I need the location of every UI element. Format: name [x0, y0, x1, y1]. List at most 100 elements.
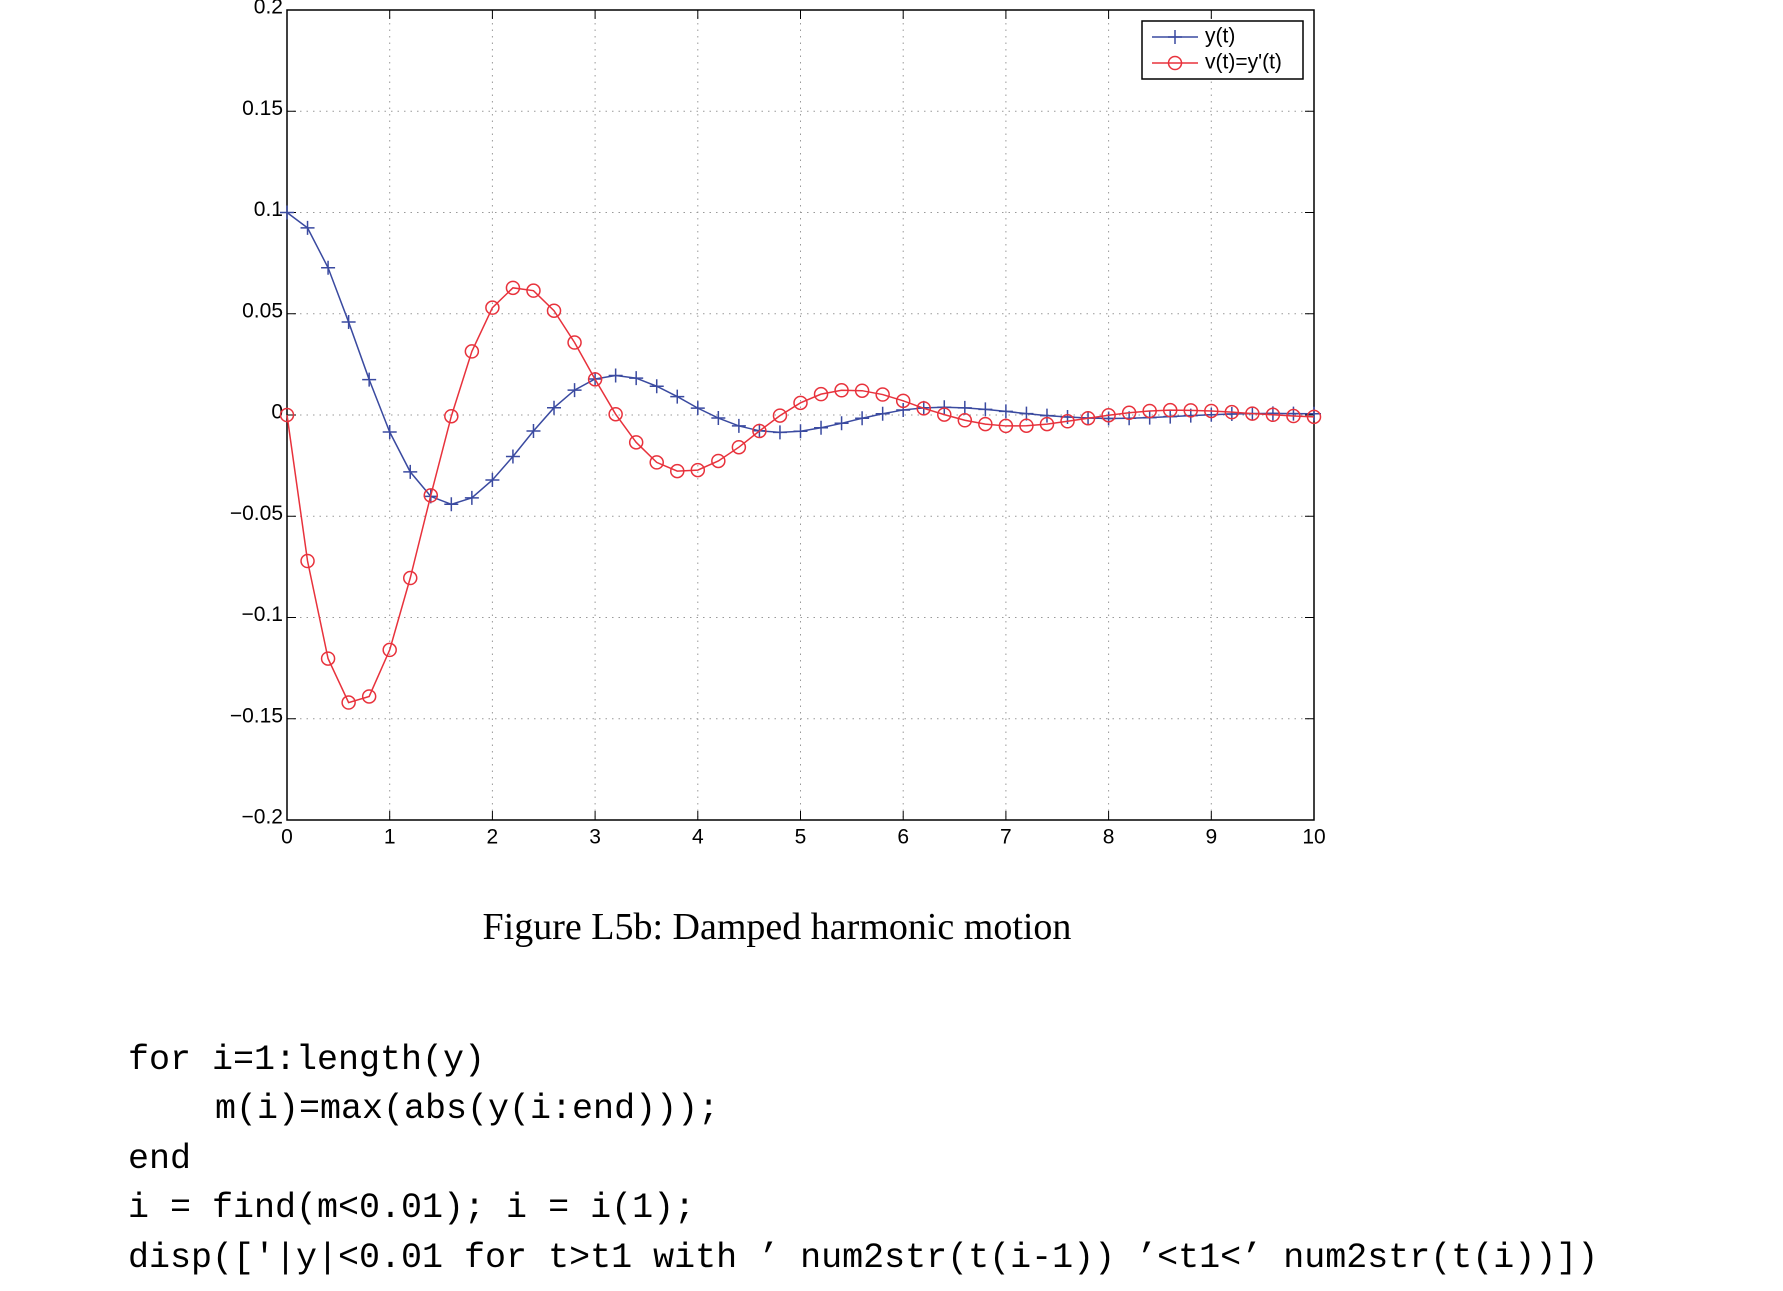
- data-point: [1101, 411, 1116, 426]
- code-line: disp(['|y|<0.01 for t>t1 with ’ num2str(…: [128, 1238, 1599, 1278]
- data-point: [279, 407, 295, 423]
- data-point: [711, 411, 726, 426]
- data-point: [670, 389, 685, 404]
- x-tick-label: 8: [1103, 826, 1115, 849]
- data-point: [1019, 418, 1034, 433]
- data-point: [444, 497, 459, 512]
- data-point: [608, 406, 623, 422]
- x-tick-label: 4: [692, 826, 704, 849]
- data-point: [608, 368, 623, 383]
- caption: Figure L5b: Damped harmonic motion: [482, 906, 1072, 948]
- data-point: [649, 379, 664, 394]
- data-point: [793, 395, 808, 411]
- y-tick-label: −0.1: [242, 603, 283, 626]
- y-tick-label: 0.1: [254, 198, 283, 221]
- x-tick-label: 5: [795, 826, 807, 849]
- x-tick-label: 1: [384, 826, 396, 849]
- data-point: [361, 689, 377, 704]
- data-point: [814, 420, 829, 435]
- data-point: [280, 205, 294, 220]
- data-point: [1286, 408, 1301, 424]
- data-point: [649, 455, 664, 470]
- data-point: [855, 411, 870, 426]
- data-point: [526, 283, 541, 298]
- legend-marker: [1168, 30, 1182, 44]
- data-point: [546, 303, 562, 318]
- legend-marker: [1167, 55, 1183, 71]
- data-point: [423, 488, 439, 503]
- x-tick-label: 10: [1302, 826, 1325, 849]
- data-point: [628, 435, 644, 450]
- data-point: [937, 407, 952, 422]
- data-point: [1183, 403, 1199, 418]
- data-point: [1019, 406, 1034, 421]
- data-point: [341, 695, 356, 710]
- legend-box: [1141, 20, 1304, 80]
- data-point: [834, 416, 849, 431]
- data-point: [1101, 407, 1116, 423]
- series-line: [286, 211, 1315, 506]
- data-point: [1142, 403, 1157, 419]
- data-point: [464, 490, 479, 505]
- x-tick-label: 0: [281, 826, 293, 849]
- data-point: [1307, 406, 1321, 421]
- data-point: [752, 423, 767, 439]
- legend-label: y(t): [1205, 25, 1235, 48]
- data-point: [567, 335, 582, 350]
- code-line: i = find(m<0.01); i = i(1);: [128, 1188, 696, 1228]
- legend-label: v(t)=y'(t): [1205, 51, 1282, 74]
- x-tick-label: 7: [1000, 826, 1012, 849]
- y-tick-label: 0: [271, 401, 283, 424]
- y-tick-label: 0.15: [242, 97, 283, 120]
- data-point: [1224, 404, 1240, 420]
- data-point: [670, 463, 685, 479]
- data-point: [629, 371, 644, 386]
- data-point: [998, 404, 1013, 419]
- data-point: [1245, 406, 1260, 421]
- data-point: [485, 300, 500, 315]
- data-point: [834, 383, 849, 398]
- data-point: [957, 413, 973, 428]
- data-point: [978, 416, 993, 432]
- data-point: [896, 402, 911, 417]
- x-tick-label: 2: [487, 826, 499, 849]
- data-point: [916, 401, 931, 416]
- y-tick-label: −0.2: [242, 806, 283, 829]
- series-line: [286, 287, 1315, 704]
- data-point: [711, 453, 726, 469]
- data-point: [1306, 409, 1322, 425]
- data-point: [1286, 406, 1301, 421]
- data-point: [382, 642, 397, 658]
- y-tick-label: −0.05: [230, 502, 283, 525]
- data-point: [341, 315, 356, 330]
- data-point: [1039, 408, 1054, 423]
- data-point: [690, 401, 705, 416]
- data-point: [1121, 405, 1137, 421]
- data-point: [444, 408, 459, 424]
- data-point: [690, 462, 706, 478]
- data-point: [587, 372, 603, 387]
- data-point: [1204, 403, 1219, 419]
- data-point: [403, 464, 418, 479]
- data-point: [300, 220, 315, 235]
- data-point: [382, 425, 397, 440]
- y-tick-label: 0.05: [242, 299, 283, 322]
- data-point: [321, 260, 336, 275]
- data-point: [731, 439, 747, 455]
- x-tick-label: 3: [589, 826, 601, 849]
- data-point: [731, 418, 746, 433]
- data-point: [485, 473, 500, 488]
- x-tick-label: 6: [897, 826, 909, 849]
- chart: −0.2 −0.15 −0.1 −0.05 0 0.05 0.1 0.15 0.2 0 1 2 3 4 5 6…: [230, 0, 1326, 849]
- data-point: [957, 400, 972, 415]
- code-line: end: [128, 1139, 192, 1179]
- data-point: [1080, 410, 1096, 426]
- data-point: [567, 383, 582, 398]
- data-point: [505, 449, 520, 464]
- data-point: [875, 406, 890, 421]
- y-tick-label: 0.2: [254, 0, 283, 19]
- data-point: [362, 372, 377, 387]
- data-point: [1265, 407, 1281, 423]
- data-point: [505, 280, 521, 296]
